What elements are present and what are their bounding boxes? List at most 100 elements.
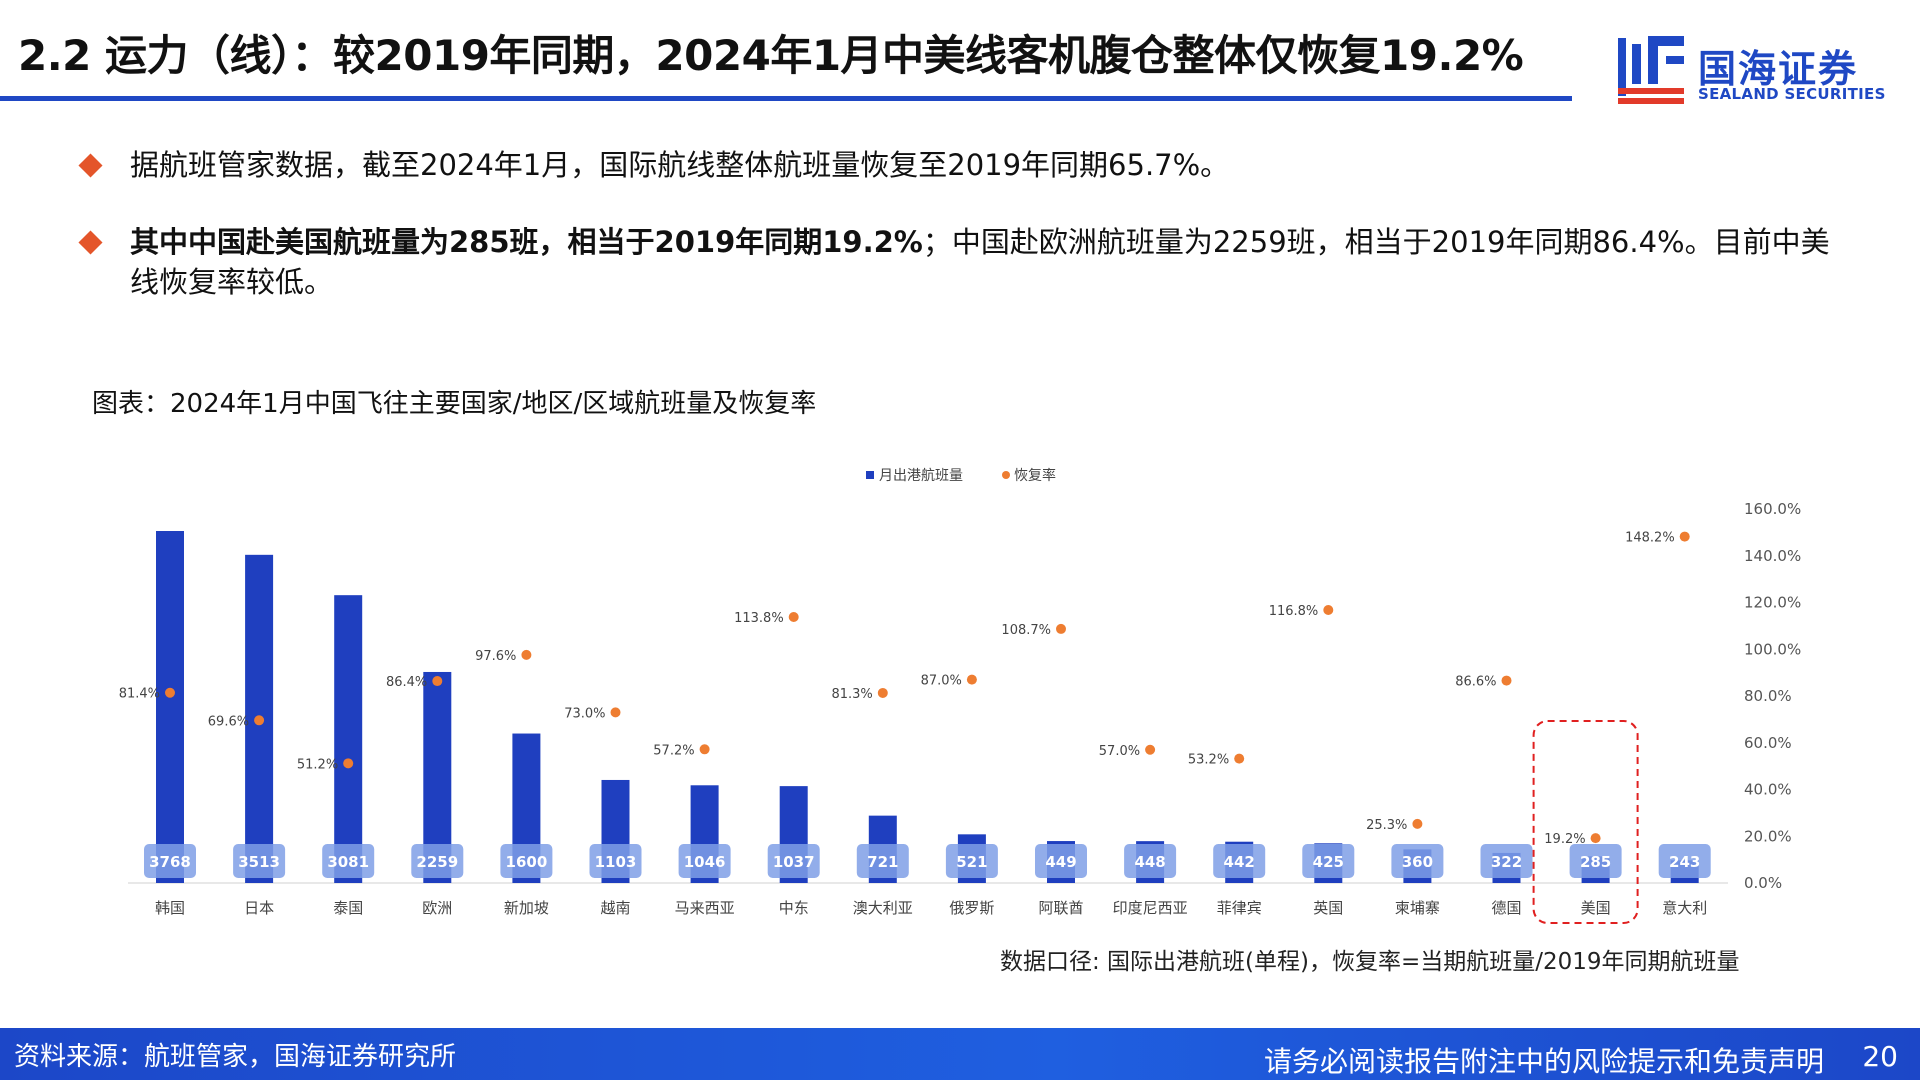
- recovery-rate-labels: 81.4% 69.6% 51.2% 86.4% 97.6% 73.0% 57.2% 113.8…: [119, 531, 1675, 848]
- rate-label-11: 57.0%: [1099, 744, 1140, 759]
- bar-value-label-16: 285: [1580, 853, 1611, 871]
- rate-dot-9: [966, 674, 977, 685]
- bar-value-label-4: 1600: [506, 853, 548, 871]
- category-label-11: 印度尼西亚: [1113, 899, 1188, 917]
- bar-value-label-12: 442: [1224, 853, 1255, 871]
- rate-label-3: 86.4%: [386, 675, 427, 690]
- bar-2: [334, 595, 363, 883]
- bar-label-box-13: [1302, 844, 1355, 878]
- bar-0: [156, 531, 184, 883]
- bar-label-box-6: [678, 844, 731, 878]
- bar-value-label-1: 3513: [238, 853, 280, 871]
- category-label-2: 泰国: [333, 899, 363, 917]
- category-label-5: 越南: [600, 899, 630, 917]
- bar-label-box-12: [1213, 844, 1266, 878]
- bar-label-box-1: [233, 844, 286, 878]
- bar-value-label-9: 521: [956, 853, 987, 871]
- bar-label-box-2: [322, 844, 375, 878]
- flights-recovery-chart: 月出港航班量 恢复率 3768 3513 3081 2259 1600 1103 1046 1…: [119, 467, 1801, 924]
- category-label-8: 澳大利亚: [853, 899, 913, 917]
- bar-value-label-7: 1037: [773, 853, 815, 871]
- footer-bar: [0, 1028, 1920, 1080]
- rate-dot-2: [343, 758, 354, 769]
- bar-value-label-8: 721: [867, 853, 898, 871]
- rate-label-15: 86.6%: [1455, 675, 1496, 690]
- rate-label-7: 113.8%: [734, 611, 784, 626]
- logo-english-name: SEALAND SECURITIES: [1698, 85, 1886, 103]
- category-labels: 韩国 日本 泰国 欧洲 新加坡 越南 马来西亚 中东 澳大利亚 俄罗斯 阿联酋 印度尼西亚 菲律宾 英国 柬…: [155, 899, 1707, 917]
- company-logo: 国海证券 SEALAND SECURITIES: [1614, 30, 1914, 110]
- bar-label-box-7: [767, 844, 820, 878]
- category-label-10: 阿联酋: [1038, 899, 1083, 917]
- rate-label-14: 25.3%: [1366, 818, 1407, 833]
- rate-dot-1: [254, 715, 265, 726]
- bar-label-box-0: [144, 844, 196, 878]
- rate-dot-15: [1501, 675, 1512, 686]
- bar-value-labels: 3768 3513 3081 2259 1600 1103 1046 1037 721 521 44…: [144, 844, 1711, 878]
- rate-label-6: 57.2%: [653, 743, 694, 758]
- rate-label-13: 116.8%: [1269, 604, 1319, 619]
- category-label-1: 日本: [244, 899, 274, 917]
- y-tick-2: 40.0%: [1744, 781, 1792, 799]
- legend-bar-label: 月出港航班量: [879, 468, 963, 484]
- footer-source: 资料来源：航班管家，国海证券研究所: [14, 1042, 457, 1072]
- bar-value-label-11: 448: [1134, 853, 1165, 871]
- y-tick-8: 160.0%: [1744, 500, 1801, 518]
- rate-dot-12: [1234, 753, 1245, 764]
- rate-label-5: 73.0%: [564, 706, 605, 721]
- rate-dot-13: [1323, 604, 1334, 615]
- chart-legend: 月出港航班量 恢复率: [866, 467, 1056, 484]
- legend-dot-label: 恢复率: [1014, 467, 1056, 484]
- right-axis-ticks: 0.0% 20.0% 40.0% 60.0% 80.0% 100.0% 120.0% 140.…: [1744, 500, 1801, 892]
- bar-label-box-11: [1124, 844, 1177, 878]
- rate-label-2: 51.2%: [297, 757, 338, 772]
- category-label-9: 俄罗斯: [949, 899, 994, 917]
- y-tick-1: 20.0%: [1744, 827, 1792, 845]
- y-tick-0: 0.0%: [1744, 874, 1782, 892]
- bullet-point-1: 据航班管家数据，截至2024年1月，国际航线整体航班量恢复至2019年同期65.…: [76, 145, 1856, 185]
- bar-value-label-17: 243: [1669, 853, 1700, 871]
- category-label-16: 美国: [1581, 899, 1611, 917]
- y-tick-5: 100.0%: [1744, 640, 1801, 658]
- bullet-regular-text: ；中国赴欧洲航班量为2259班，相当于2019年同期86.4%。目前中美线恢复率…: [130, 225, 1830, 299]
- category-label-6: 马来西亚: [675, 899, 735, 917]
- y-tick-7: 140.0%: [1744, 547, 1801, 565]
- rate-label-4: 97.6%: [475, 649, 516, 664]
- bar-label-box-14: [1391, 844, 1444, 878]
- page-title: 2.2 运力（线）：较2019年同期，2024年1月中美线客机腹仓整体仅恢复19…: [18, 31, 1524, 80]
- page-number: 20: [1862, 1040, 1898, 1073]
- category-label-13: 英国: [1313, 899, 1343, 917]
- rate-label-12: 53.2%: [1188, 753, 1229, 768]
- rate-label-16: 19.2%: [1544, 832, 1585, 847]
- bar-label-box-17: [1658, 844, 1711, 878]
- bar-label-box-8: [856, 844, 909, 878]
- category-label-0: 韩国: [155, 899, 185, 917]
- rate-label-9: 87.0%: [921, 674, 962, 689]
- bar-label-box-9: [945, 844, 998, 878]
- category-label-7: 中东: [779, 899, 809, 917]
- rate-dot-16: [1590, 833, 1601, 844]
- bar-label-box-16: [1569, 844, 1622, 878]
- category-label-17: 意大利: [1662, 899, 1707, 917]
- rate-dot-7: [788, 611, 799, 622]
- data-scope-note: 数据口径: 国际出港航班(单程)，恢复率=当期航班量/2019年同期航班量: [1000, 949, 1740, 975]
- bar-value-label-0: 3768: [149, 853, 191, 871]
- rate-dot-14: [1412, 818, 1423, 829]
- rate-dot-5: [610, 707, 621, 718]
- bullet-bold-text: 其中中国赴美国航班量为285班，相当于2019年同期19.2%: [130, 225, 923, 259]
- diamond-bullet-icon: [78, 230, 103, 255]
- bar-value-label-6: 1046: [684, 853, 726, 871]
- bar-value-label-2: 3081: [327, 853, 369, 871]
- bar-label-box-3: [411, 844, 464, 878]
- bar-label-box-4: [500, 844, 553, 878]
- bar-value-label-5: 1103: [595, 853, 637, 871]
- rate-dot-0: [165, 687, 175, 698]
- rate-dot-17: [1679, 531, 1690, 542]
- rate-label-17: 148.2%: [1625, 531, 1675, 546]
- bar-value-label-13: 425: [1313, 853, 1344, 871]
- rate-dot-10: [1056, 623, 1066, 634]
- category-label-12: 菲律宾: [1217, 899, 1262, 917]
- category-label-14: 柬埔寨: [1395, 899, 1440, 917]
- bar-value-label-10: 449: [1045, 853, 1076, 871]
- bar-value-label-15: 322: [1491, 853, 1522, 871]
